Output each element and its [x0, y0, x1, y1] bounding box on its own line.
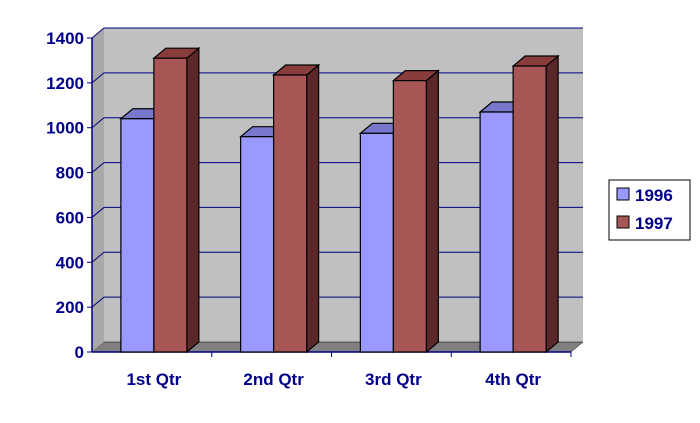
legend: 1996 1997: [608, 179, 691, 241]
y-tick-label: 1200: [46, 74, 84, 93]
bar-1997-3rd-qtr: [391, 69, 441, 354]
bar-1997-4th-qtr: [511, 54, 560, 354]
bar-front: [479, 111, 514, 353]
x-tick-label: 3rd Qtr: [365, 370, 422, 389]
y-tick-label: 200: [56, 298, 84, 317]
bar-front: [273, 74, 308, 353]
bar-front: [359, 132, 394, 353]
legend-label-1996: 1996: [635, 186, 673, 205]
y-tick-label: 400: [56, 253, 84, 272]
bar-side: [186, 46, 200, 354]
bar-front: [392, 80, 427, 353]
y-tick-label: 600: [56, 208, 84, 227]
plot-wall: [104, 28, 583, 342]
y-tick-label: 800: [56, 164, 84, 183]
bar-side: [545, 54, 559, 354]
bar-front: [153, 57, 188, 353]
x-tick-label: 1st Qtr: [126, 370, 181, 389]
gridline: [91, 27, 583, 39]
y-tick-label: 0: [75, 343, 84, 362]
bar-side: [306, 63, 320, 354]
bar-front: [240, 136, 275, 353]
x-tick-label: 4th Qtr: [485, 370, 541, 389]
y-tick-label: 1000: [46, 119, 84, 138]
x-tick-label: 2nd Qtr: [243, 370, 304, 389]
bar-1997-2nd-qtr: [271, 63, 321, 354]
bar-side: [425, 69, 439, 354]
y-tick-label: 1400: [46, 29, 84, 48]
legend-label-1997: 1997: [635, 214, 673, 233]
plot-side-wall: [92, 28, 104, 352]
bar-front: [512, 65, 547, 353]
legend-swatch-1996: [616, 187, 630, 201]
bar-front: [120, 118, 155, 353]
legend-swatch-1997: [616, 215, 630, 229]
bar-1997-1st-qtr: [152, 46, 201, 354]
